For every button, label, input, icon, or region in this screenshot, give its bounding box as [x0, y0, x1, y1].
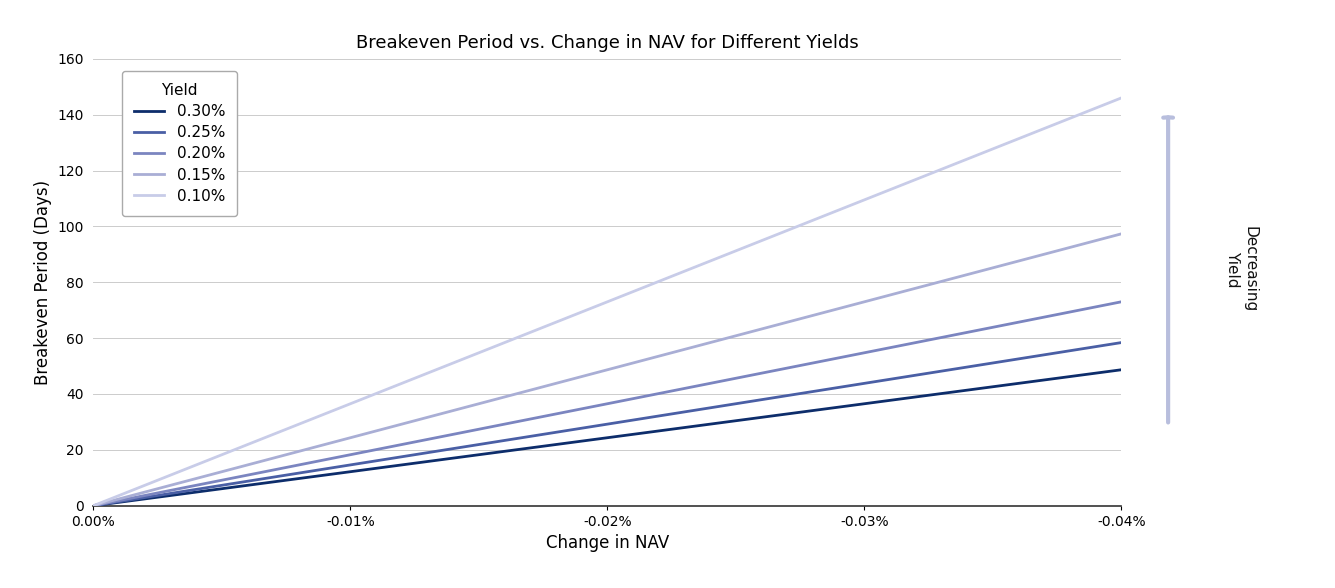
0.30%: [485, 449, 501, 456]
0.10%: [485, 344, 501, 351]
0.30%: [85, 502, 101, 509]
0.20%: [502, 420, 518, 427]
0.15%: [182, 477, 198, 484]
0.30%: [1109, 367, 1125, 374]
0.30%: [502, 447, 518, 454]
X-axis label: Change in NAV: Change in NAV: [546, 534, 669, 552]
0.25%: [1113, 339, 1129, 346]
Line: 0.10%: 0.10%: [93, 98, 1121, 506]
0.15%: [1109, 231, 1125, 238]
Line: 0.30%: 0.30%: [93, 370, 1121, 506]
0.20%: [247, 470, 263, 477]
0.10%: [182, 464, 198, 471]
Title: Breakeven Period vs. Change in NAV for Different Yields: Breakeven Period vs. Change in NAV for D…: [356, 34, 858, 52]
0.20%: [1109, 299, 1125, 306]
Line: 0.25%: 0.25%: [93, 343, 1121, 506]
0.30%: [1113, 366, 1129, 373]
0.10%: [1109, 96, 1125, 103]
Line: 0.20%: 0.20%: [93, 302, 1121, 506]
0.20%: [182, 483, 198, 490]
Line: 0.15%: 0.15%: [93, 234, 1121, 506]
0.10%: [85, 502, 101, 509]
0.30%: [247, 481, 263, 488]
0.30%: [182, 489, 198, 496]
0.25%: [1109, 340, 1125, 347]
Text: Decreasing
Yield: Decreasing Yield: [1226, 226, 1258, 312]
0.15%: [485, 397, 501, 404]
0.20%: [485, 423, 501, 430]
0.15%: [85, 502, 101, 509]
0.10%: [505, 336, 521, 343]
0.20%: [85, 502, 101, 509]
0.10%: [247, 438, 263, 445]
0.25%: [502, 436, 518, 443]
0.20%: [1113, 298, 1129, 305]
0.25%: [485, 439, 501, 446]
0.25%: [182, 487, 198, 494]
0.15%: [505, 391, 521, 398]
0.15%: [502, 392, 518, 399]
0.25%: [85, 502, 101, 509]
0.15%: [247, 459, 263, 466]
0.30%: [505, 447, 521, 454]
0.25%: [247, 476, 263, 483]
0.10%: [1113, 94, 1129, 101]
Y-axis label: Breakeven Period (Days): Breakeven Period (Days): [33, 180, 52, 385]
0.15%: [1113, 230, 1129, 238]
0.10%: [502, 337, 518, 344]
0.25%: [505, 436, 521, 443]
0.20%: [505, 419, 521, 426]
Legend: 0.30%, 0.25%, 0.20%, 0.15%, 0.10%: 0.30%, 0.25%, 0.20%, 0.15%, 0.10%: [121, 71, 238, 216]
